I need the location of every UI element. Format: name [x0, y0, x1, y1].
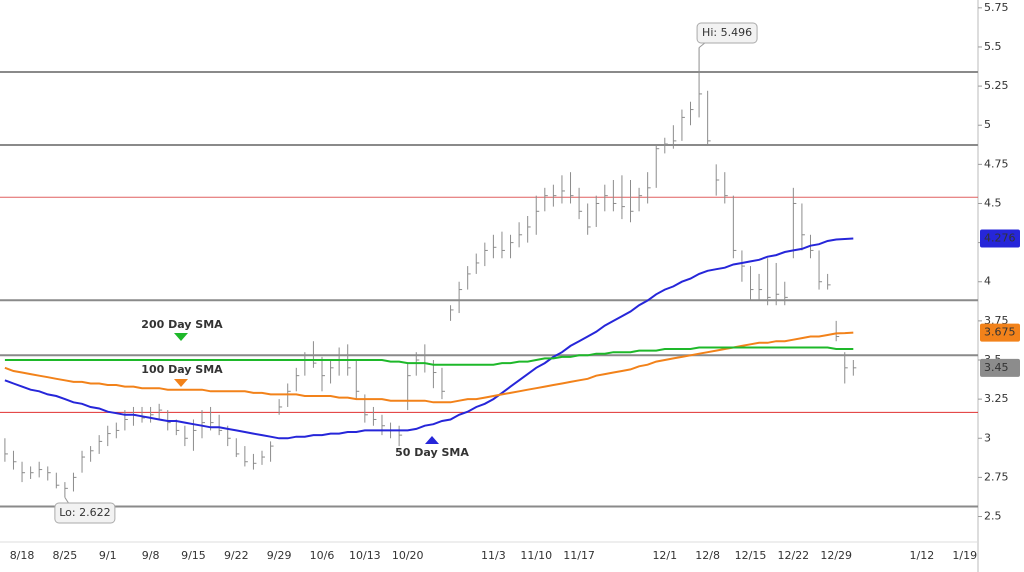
- x-tick-label: 10/20: [392, 549, 424, 562]
- x-tick-label: 11/17: [563, 549, 595, 562]
- sma-arrow: [425, 436, 439, 444]
- value-box: [980, 358, 1020, 377]
- y-tick-label: 2.75: [984, 470, 1009, 483]
- x-tick-label: 12/22: [777, 549, 809, 562]
- x-tick-label: 10/13: [349, 549, 381, 562]
- y-tick-label: 4.75: [984, 157, 1009, 170]
- callout-label: Hi: 5.496: [702, 26, 752, 39]
- sma-label: 100 Day SMA: [141, 363, 223, 376]
- value-box-label: 4.276: [984, 232, 1016, 245]
- y-tick-label: 5.25: [984, 79, 1009, 92]
- sma-label: 200 Day SMA: [141, 318, 223, 331]
- callout-box: [54, 502, 116, 524]
- x-tick-label: 12/29: [820, 549, 852, 562]
- x-tick-label: 10/6: [310, 549, 335, 562]
- x-tick-label: 8/18: [10, 549, 35, 562]
- sma-line: [4, 237, 854, 440]
- x-tick-label: 12/15: [735, 549, 767, 562]
- y-tick-label: 4: [984, 275, 991, 288]
- y-tick-label: 2.5: [984, 510, 1002, 523]
- y-tick-label: 4.5: [984, 196, 1002, 209]
- x-tick-label: 11/10: [520, 549, 552, 562]
- y-tick-label: 5.5: [984, 40, 1002, 53]
- value-box-label: 3.45: [984, 361, 1009, 374]
- sma-line: [4, 346, 854, 366]
- x-tick-label: 9/8: [142, 549, 160, 562]
- y-tick-label: 5: [984, 118, 991, 131]
- x-tick-label: 12/1: [652, 549, 677, 562]
- x-tick-label: 9/29: [267, 549, 292, 562]
- x-tick-label: 1/12: [910, 549, 935, 562]
- value-box: [980, 323, 1020, 342]
- x-tick-label: 12/8: [695, 549, 720, 562]
- sma-label: 50 Day SMA: [395, 446, 469, 459]
- sma-arrow: [174, 333, 188, 341]
- y-tick-label: 5.75: [984, 1, 1009, 14]
- sma-arrow: [174, 379, 188, 387]
- value-box-label: 3.675: [984, 326, 1016, 339]
- x-tick-label: 8/25: [53, 549, 78, 562]
- sma-line: [4, 331, 854, 404]
- x-tick-label: 9/1: [99, 549, 117, 562]
- x-tick-label: 11/3: [481, 549, 506, 562]
- x-tick-label: 9/15: [181, 549, 206, 562]
- x-tick-label: 9/22: [224, 549, 249, 562]
- x-tick-label: 1/19: [952, 549, 977, 562]
- callout-box: [696, 22, 758, 44]
- callout-label: Lo: 2.622: [59, 506, 110, 519]
- y-tick-label: 3.25: [984, 392, 1009, 405]
- value-box: [980, 229, 1020, 248]
- y-tick-label: 3: [984, 431, 991, 444]
